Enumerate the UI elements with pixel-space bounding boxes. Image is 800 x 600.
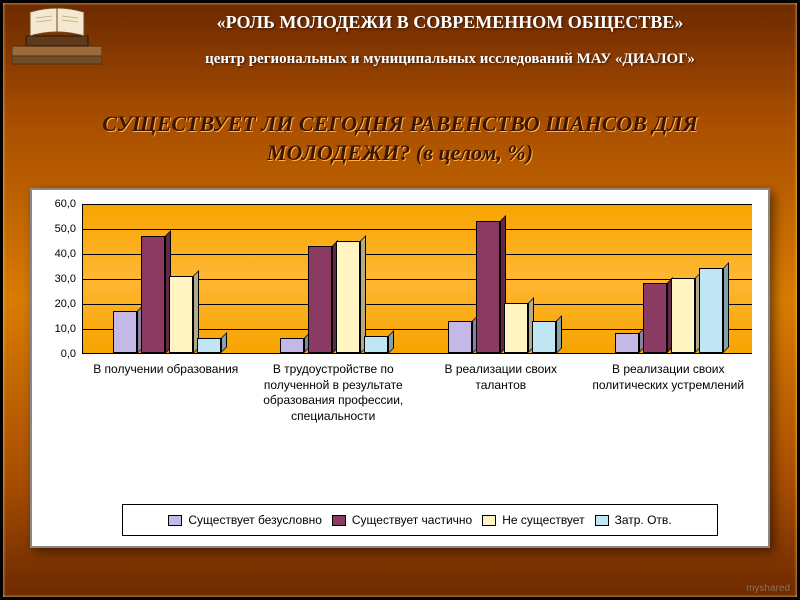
bar: [615, 333, 639, 353]
legend: Существует безусловно Существует частично…: [122, 504, 718, 536]
bar: [336, 241, 360, 354]
bar: [643, 283, 667, 353]
question-title: СУЩЕСТВУЕТ ЛИ СЕГОДНЯ РАВЕНСТВО ШАНСОВ Д…: [40, 110, 760, 167]
bar: [699, 268, 723, 353]
legend-swatch: [332, 515, 346, 526]
y-tick-label: 30,0: [26, 273, 76, 285]
bar-group: [251, 204, 419, 353]
legend-swatch: [168, 515, 182, 526]
y-tick-label: 60,0: [26, 198, 76, 210]
bar-group: [418, 204, 586, 353]
bar: [308, 246, 332, 354]
y-tick-label: 50,0: [26, 223, 76, 235]
y-tick-label: 10,0: [26, 323, 76, 335]
legend-label: Не существует: [502, 513, 584, 527]
bar: [671, 278, 695, 353]
plot-area: [82, 204, 752, 354]
y-tick-label: 40,0: [26, 248, 76, 260]
legend-swatch: [595, 515, 609, 526]
y-tick-label: 20,0: [26, 298, 76, 310]
bar: [532, 321, 556, 354]
bar: [197, 338, 221, 353]
legend-item: Затр. Отв.: [595, 513, 672, 527]
x-tick-label: В получении образования: [86, 362, 246, 378]
slide-subtitle: центр региональных и муниципальных иссле…: [120, 51, 780, 68]
legend-label: Затр. Отв.: [615, 513, 672, 527]
legend-item: Не существует: [482, 513, 584, 527]
bar-group: [586, 204, 754, 353]
legend-item: Существует частично: [332, 513, 472, 527]
x-tick-label: В трудоустройстве по полученной в резуль…: [253, 362, 413, 424]
bar: [504, 303, 528, 353]
slide-title: «РОЛЬ МОЛОДЕЖИ В СОВРЕМЕННОМ ОБЩЕСТВЕ»: [120, 12, 780, 33]
legend-swatch: [482, 515, 496, 526]
x-tick-label: В реализации своих талантов: [421, 362, 581, 393]
y-tick-label: 0,0: [26, 348, 76, 360]
bar: [113, 311, 137, 354]
bar: [169, 276, 193, 354]
chart-card: 0,010,020,030,040,050,060,0 В получении …: [30, 188, 770, 548]
header: «РОЛЬ МОЛОДЕЖИ В СОВРЕМЕННОМ ОБЩЕСТВЕ» ц…: [120, 12, 780, 68]
bar: [280, 338, 304, 353]
x-axis-labels: В получении образования В трудоустройстве…: [82, 358, 752, 488]
books-icon: [12, 6, 102, 66]
legend-label: Существует частично: [352, 513, 472, 527]
bar: [364, 336, 388, 354]
bar: [448, 321, 472, 354]
legend-item: Существует безусловно: [168, 513, 322, 527]
bar-group: [83, 204, 251, 353]
watermark: myshared: [746, 583, 790, 594]
bar: [476, 221, 500, 354]
x-tick-label: В реализации своих политических устремле…: [588, 362, 748, 393]
bar: [141, 236, 165, 354]
legend-label: Существует безусловно: [188, 513, 322, 527]
